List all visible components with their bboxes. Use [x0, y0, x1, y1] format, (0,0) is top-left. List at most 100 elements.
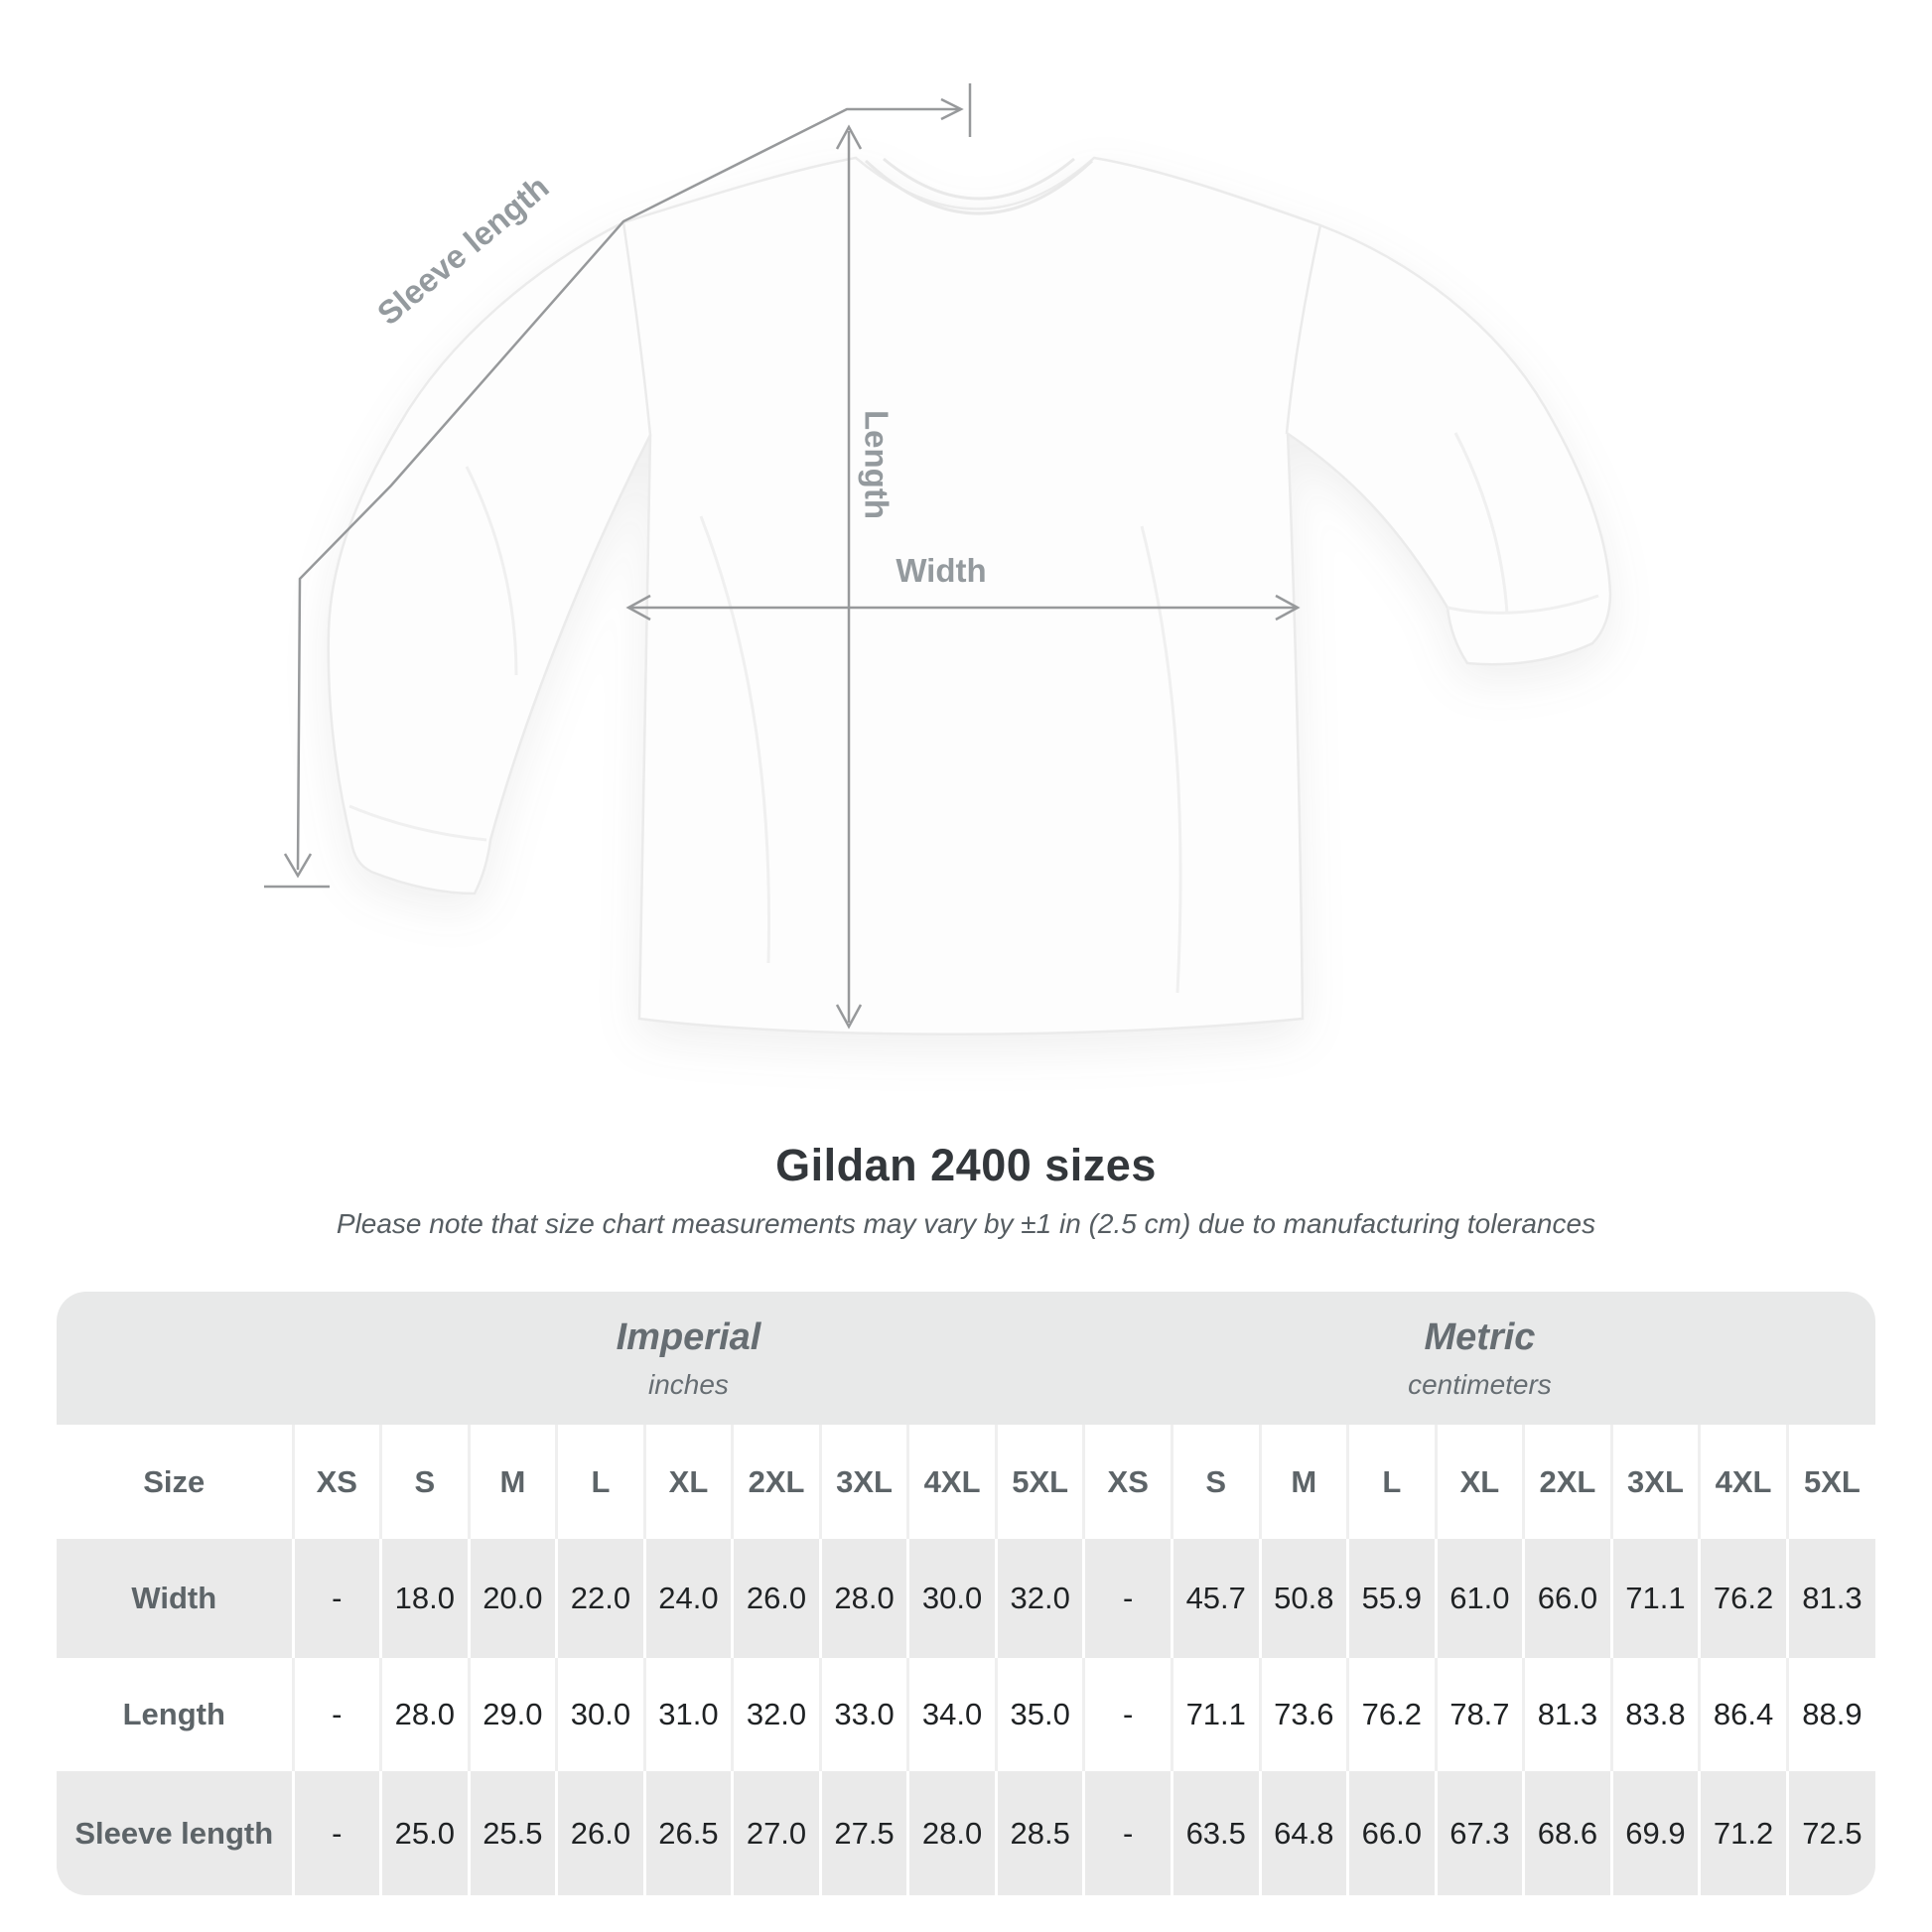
- body-fold-line-left: [699, 515, 771, 964]
- left-sleeve-fold-line: [465, 466, 518, 676]
- value-cell: 86.4: [1698, 1658, 1788, 1771]
- body-fold-line-right: [1140, 525, 1182, 994]
- size-header: XS: [1082, 1425, 1173, 1539]
- collar-outer-line: [864, 159, 1094, 215]
- value-cell: -: [1082, 1658, 1173, 1771]
- value-cell: 24.0: [642, 1539, 733, 1658]
- value-cell: 69.9: [1609, 1771, 1700, 1895]
- value-cell: 33.0: [818, 1658, 908, 1771]
- value-cell: 83.8: [1609, 1658, 1700, 1771]
- row-label-width: Width: [131, 1581, 217, 1615]
- value-cell: 66.0: [1346, 1771, 1437, 1895]
- value-cell: 71.1: [1609, 1539, 1700, 1658]
- value-cell: 32.0: [994, 1539, 1084, 1658]
- value-cell: 28.5: [994, 1771, 1084, 1895]
- size-table: Imperial inches Metric centimeters Size …: [57, 1292, 1875, 1895]
- value-cell: 61.0: [1434, 1539, 1524, 1658]
- imperial-group-header: Imperial inches: [293, 1292, 1084, 1425]
- metric-unit: centimeters: [1408, 1368, 1552, 1400]
- metric-label: Metric: [1424, 1315, 1536, 1358]
- value-cell: 34.0: [906, 1658, 997, 1771]
- size-header: XL: [642, 1425, 733, 1539]
- size-header: 3XL: [1609, 1425, 1700, 1539]
- size-header: 2XL: [1522, 1425, 1612, 1539]
- value-cell: 71.2: [1698, 1771, 1788, 1895]
- value-cell: 45.7: [1170, 1539, 1261, 1658]
- value-cell: 35.0: [994, 1658, 1084, 1771]
- shirt-right-sleeve-shape: [1285, 223, 1612, 666]
- width-label: Width: [896, 552, 986, 589]
- value-cell: 27.5: [818, 1771, 908, 1895]
- value-cell: 68.6: [1522, 1771, 1612, 1895]
- value-cell: 30.0: [555, 1658, 645, 1771]
- size-header: XS: [291, 1425, 381, 1539]
- value-cell: 71.1: [1170, 1658, 1261, 1771]
- value-cell: 30.0: [906, 1539, 997, 1658]
- size-header: S: [379, 1425, 470, 1539]
- value-cell: 22.0: [555, 1539, 645, 1658]
- length-label: Length: [858, 410, 895, 519]
- value-cell: 64.8: [1258, 1771, 1348, 1895]
- value-cell: 26.5: [642, 1771, 733, 1895]
- shirt-left-sleeve-shape: [327, 220, 652, 896]
- value-cell: 76.2: [1346, 1658, 1437, 1771]
- value-cell: 81.3: [1785, 1539, 1875, 1658]
- row-label-sleeve-length: Sleeve length: [74, 1815, 274, 1851]
- value-cell: 32.0: [731, 1658, 821, 1771]
- imperial-label: Imperial: [616, 1315, 761, 1358]
- value-cell: 81.3: [1522, 1658, 1612, 1771]
- value-cell: 31.0: [642, 1658, 733, 1771]
- table-row-width: Width - 18.0 20.0 22.0 24.0 26.0 28.0 30…: [57, 1539, 1875, 1658]
- size-header: M: [467, 1425, 557, 1539]
- value-cell: 78.7: [1434, 1658, 1524, 1771]
- shirt-illustration: [327, 156, 1612, 1035]
- size-header: 5XL: [994, 1425, 1084, 1539]
- value-cell: 26.0: [731, 1539, 821, 1658]
- value-cell: -: [291, 1658, 381, 1771]
- collar-inner-line: [883, 157, 1075, 201]
- shirt-measurement-diagram: Sleeve length Length Width: [264, 83, 1612, 1035]
- value-cell: 26.0: [555, 1771, 645, 1895]
- row-label-length: Length: [122, 1697, 225, 1731]
- size-table-container: Imperial inches Metric centimeters Size …: [57, 1292, 1875, 1895]
- size-header: XL: [1434, 1425, 1524, 1539]
- unit-group-row: Imperial inches Metric centimeters: [57, 1292, 1875, 1425]
- unit-group-corner: [57, 1292, 293, 1425]
- value-cell: 28.0: [906, 1771, 997, 1895]
- size-header: 4XL: [1698, 1425, 1788, 1539]
- value-cell: 76.2: [1698, 1539, 1788, 1658]
- length-measure-line: Length: [835, 124, 895, 1030]
- value-cell: -: [1082, 1539, 1173, 1658]
- right-cuff-seam: [1447, 594, 1599, 615]
- size-header: S: [1170, 1425, 1261, 1539]
- size-header: L: [1346, 1425, 1437, 1539]
- value-cell: 29.0: [467, 1658, 557, 1771]
- value-cell: 25.5: [467, 1771, 557, 1895]
- width-measure-line: Width: [625, 552, 1301, 621]
- value-cell: 25.0: [379, 1771, 470, 1895]
- value-cell: 50.8: [1258, 1539, 1348, 1658]
- tolerance-note: Please note that size chart measurements…: [336, 1208, 1596, 1239]
- value-cell: 18.0: [379, 1539, 470, 1658]
- value-cell: -: [291, 1771, 381, 1895]
- table-row-length: Length - 28.0 29.0 30.0 31.0 32.0 33.0 3…: [57, 1658, 1875, 1771]
- size-header: 3XL: [818, 1425, 908, 1539]
- left-cuff-seam: [348, 804, 487, 842]
- value-cell: 88.9: [1785, 1658, 1875, 1771]
- page-title: Gildan 2400 sizes: [775, 1140, 1157, 1190]
- size-header: L: [555, 1425, 645, 1539]
- value-cell: 67.3: [1434, 1771, 1524, 1895]
- size-header: M: [1258, 1425, 1348, 1539]
- value-cell: 27.0: [731, 1771, 821, 1895]
- value-cell: 28.0: [379, 1658, 470, 1771]
- size-column-header: Size: [143, 1463, 206, 1499]
- value-cell: -: [291, 1539, 381, 1658]
- value-cell: 63.5: [1170, 1771, 1261, 1895]
- metric-group-header: Metric centimeters: [1084, 1292, 1875, 1425]
- value-cell: 20.0: [467, 1539, 557, 1658]
- shirt-body-shape: [621, 156, 1322, 1035]
- imperial-unit: inches: [647, 1368, 729, 1400]
- size-header-row: Size XS S M L XL 2XL 3XL 4XL 5XL XS S M …: [57, 1425, 1875, 1539]
- size-header: 2XL: [731, 1425, 821, 1539]
- value-cell: 55.9: [1346, 1539, 1437, 1658]
